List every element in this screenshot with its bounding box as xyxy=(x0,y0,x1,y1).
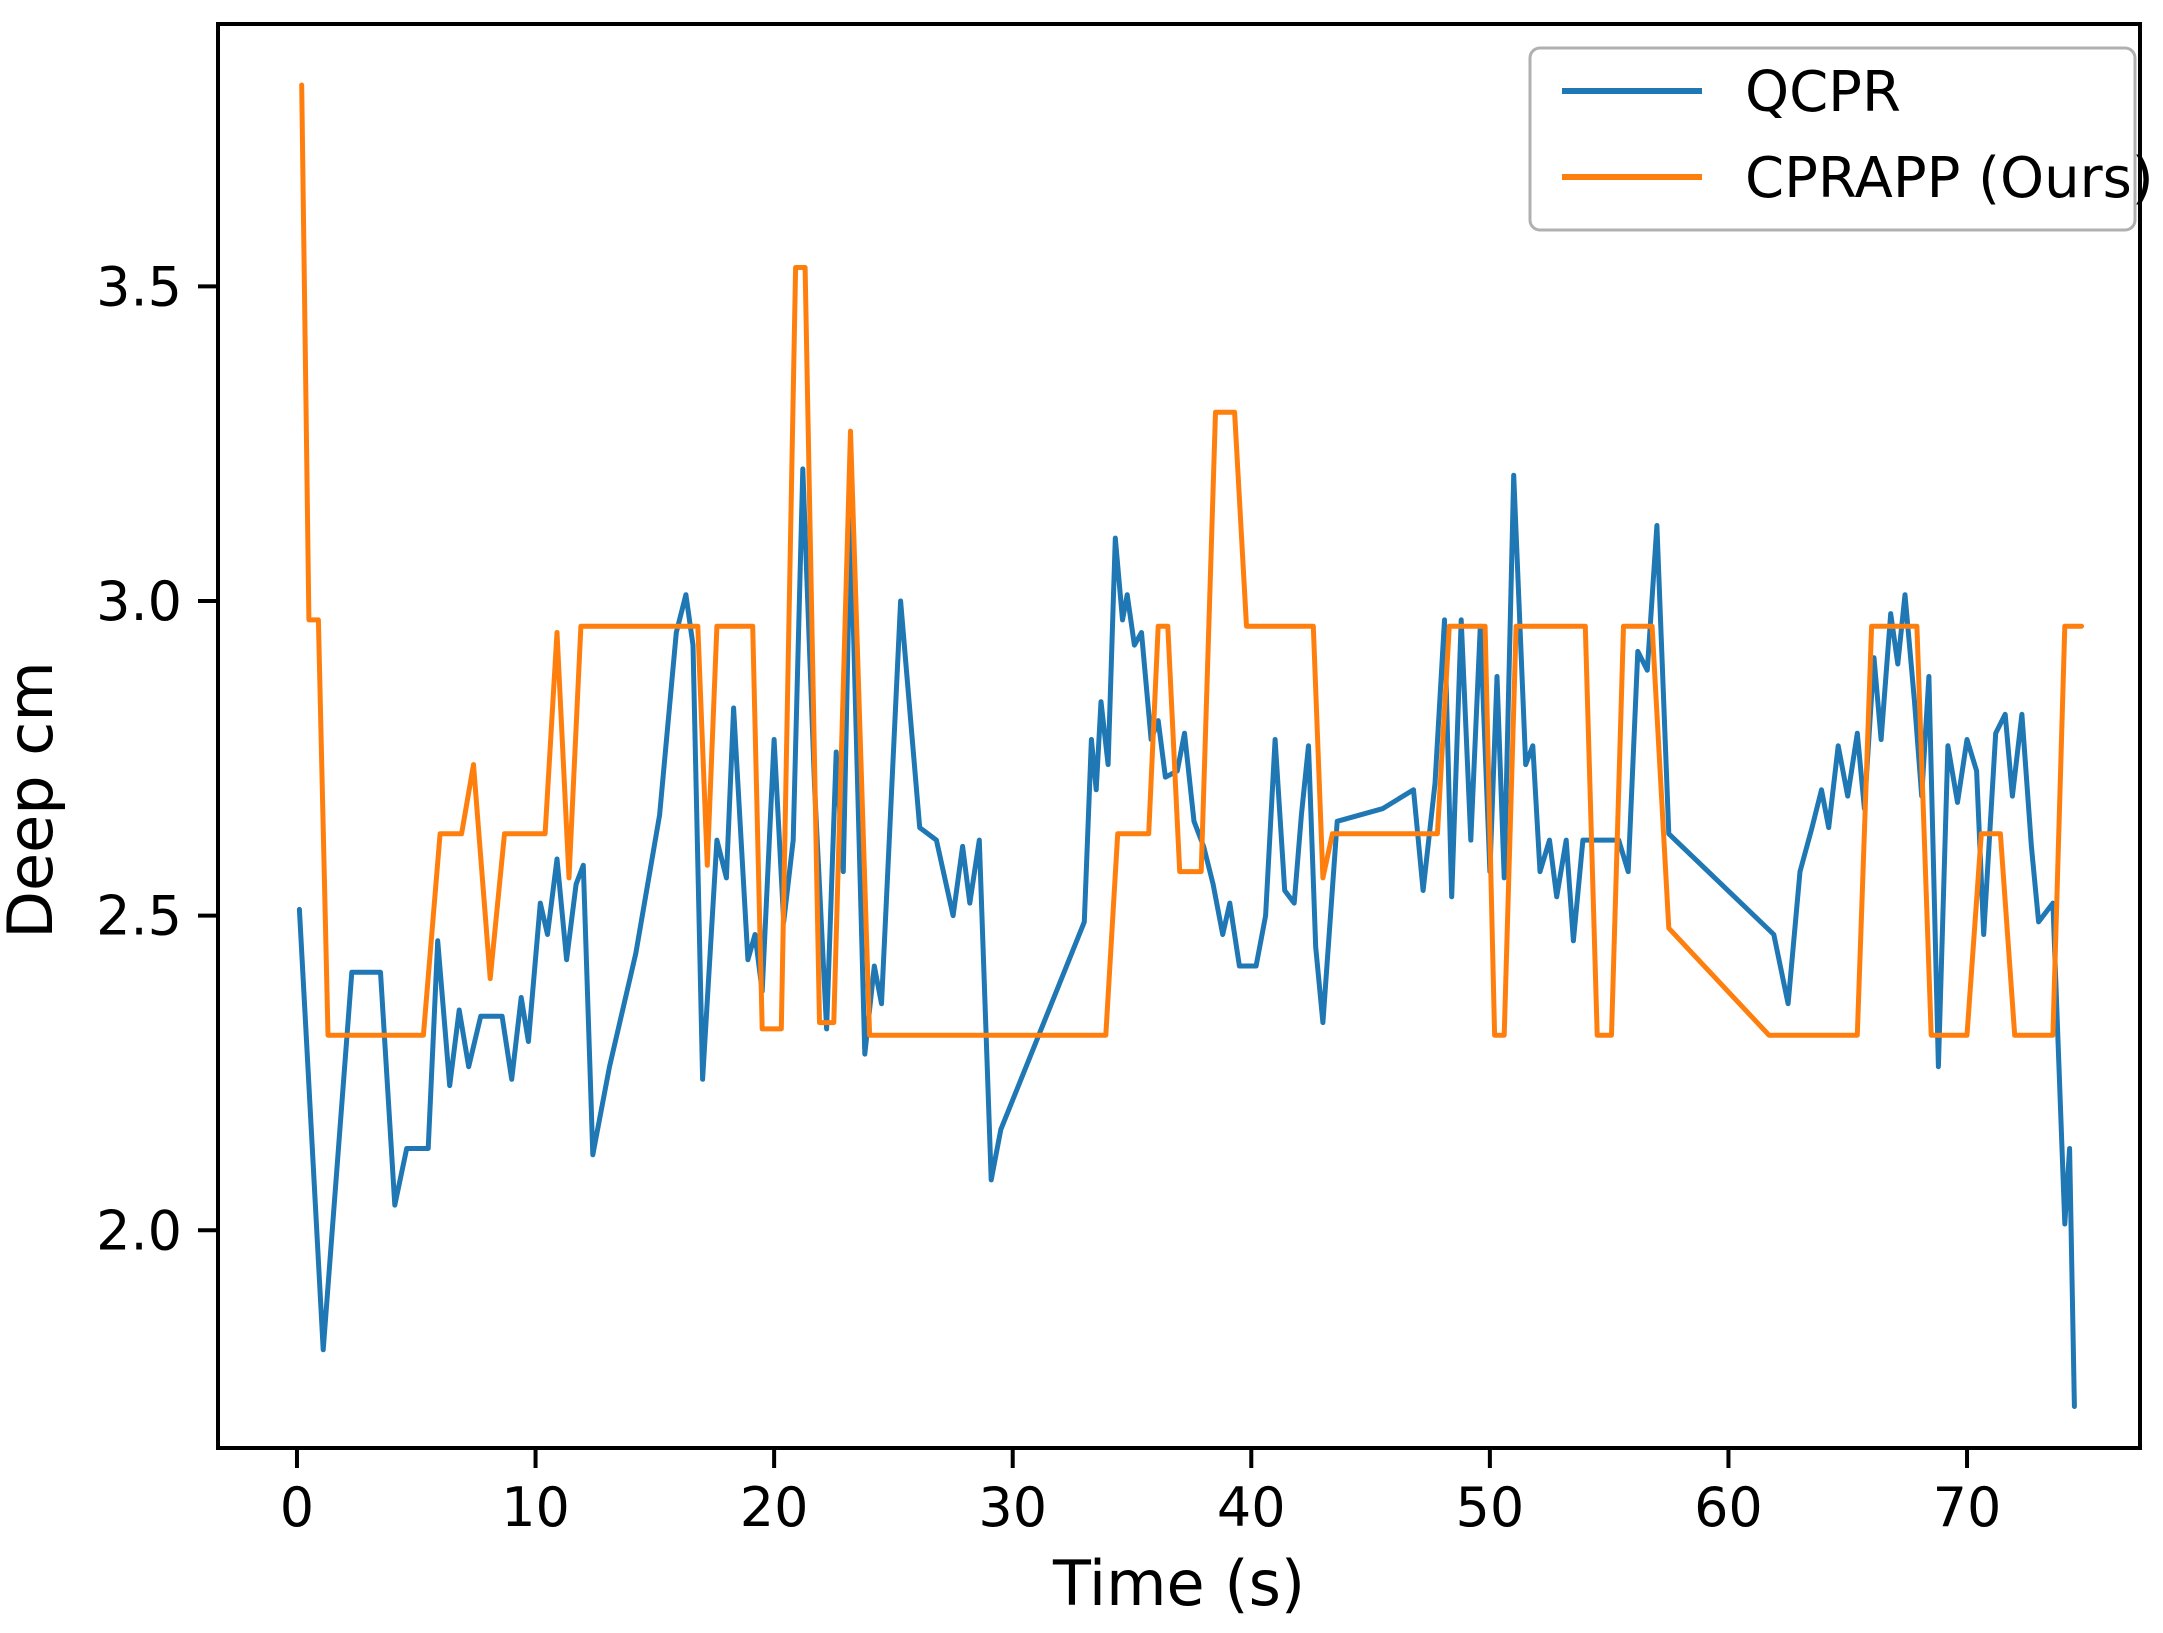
x-axis-label: Time (s) xyxy=(1052,1547,1305,1620)
x-tick-label: 10 xyxy=(501,1476,570,1539)
axes-spines xyxy=(216,22,2142,1450)
legend-label-qcpr: QCPR xyxy=(1745,60,1901,125)
y-tick-label: 2.5 xyxy=(96,885,182,948)
y-tick-label: 3.0 xyxy=(96,570,182,633)
x-tick-label: 0 xyxy=(280,1476,314,1539)
y-tick-label: 2.0 xyxy=(96,1199,182,1262)
legend: QCPR CPRAPP (Ours) xyxy=(1528,46,2154,232)
x-tick-label: 30 xyxy=(978,1476,1047,1539)
y-axis-label: Deep cm xyxy=(0,661,67,939)
series-line-cprapp-ours xyxy=(299,82,2084,1038)
x-tick-label: 40 xyxy=(1217,1476,1286,1539)
series-line-qcpr xyxy=(296,466,2077,1409)
x-tick-label: 60 xyxy=(1694,1476,1763,1539)
legend-label-cprapp: CPRAPP (Ours) xyxy=(1745,146,2154,211)
x-tick-label: 20 xyxy=(740,1476,809,1539)
y-tick-label: 3.5 xyxy=(96,255,182,318)
plot-area: 0 10 20 30 40 50 60 70 2.0 2.5 3.0 3.5 xyxy=(96,22,2142,1539)
x-tick-label: 50 xyxy=(1456,1476,1525,1539)
x-tick-label: 70 xyxy=(1933,1476,2002,1539)
